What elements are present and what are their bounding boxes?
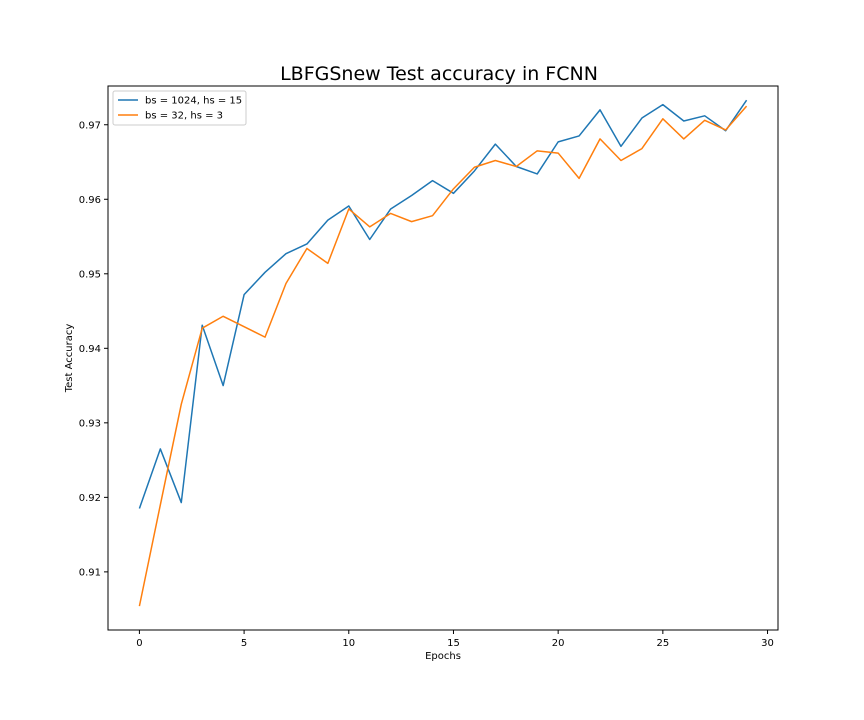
- x-tick-label: 5: [241, 638, 247, 649]
- x-tick-label: 0: [136, 638, 142, 649]
- series-line-1: [138, 99, 748, 509]
- legend: bs = 1024, hs = 15 bs = 32, hs = 3: [112, 90, 247, 126]
- y-tick-label: 0.93: [79, 418, 101, 429]
- y-tick-label: 0.92: [79, 493, 101, 504]
- legend-label-series-2: bs = 32, hs = 3: [145, 111, 223, 122]
- x-axis-label: Epochs: [425, 651, 461, 662]
- series-lines: [138, 99, 748, 607]
- x-axis: 0 5 10 15 20 25 30: [136, 630, 774, 649]
- legend-box: [112, 90, 247, 126]
- y-tick-label: 0.91: [79, 567, 101, 578]
- series-line-2: [138, 105, 748, 607]
- y-tick-label: 0.97: [79, 120, 101, 131]
- x-tick-label: 20: [552, 638, 565, 649]
- y-tick-label: 0.95: [79, 269, 101, 280]
- y-axis-label: Test Accuracy: [64, 324, 75, 394]
- x-tick-label: 15: [447, 638, 460, 649]
- y-tick-label: 0.96: [79, 195, 101, 206]
- x-tick-label: 25: [656, 638, 669, 649]
- plot-area: [107, 85, 779, 631]
- x-tick-label: 30: [761, 638, 774, 649]
- y-tick-label: 0.94: [79, 344, 101, 355]
- chart-title: LBFGSnew Test accuracy in FCNN: [280, 63, 598, 85]
- y-axis: 0.91 0.92 0.93 0.94 0.95 0.96 0.97: [79, 120, 108, 578]
- x-tick-label: 10: [342, 638, 355, 649]
- legend-label-series-1: bs = 1024, hs = 15: [145, 96, 242, 107]
